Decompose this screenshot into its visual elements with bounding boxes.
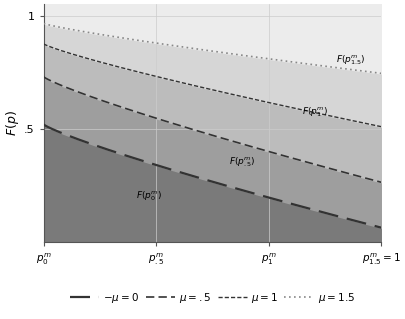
Text: $F(p_0^m)$: $F(p_0^m)$ [136, 189, 162, 203]
Y-axis label: $F(p)$: $F(p)$ [4, 110, 21, 136]
Text: $F(p_{.5}^m)$: $F(p_{.5}^m)$ [229, 155, 256, 169]
Text: $F(p_1^m)$: $F(p_1^m)$ [302, 105, 328, 119]
Text: $F(p_{1.5}^m)$: $F(p_{1.5}^m)$ [336, 53, 365, 67]
Legend: $-\mu=0$, $\mu=.5$, $\mu=1$, $\mu=1.5$: $-\mu=0$, $\mu=.5$, $\mu=1$, $\mu=1.5$ [66, 286, 359, 309]
